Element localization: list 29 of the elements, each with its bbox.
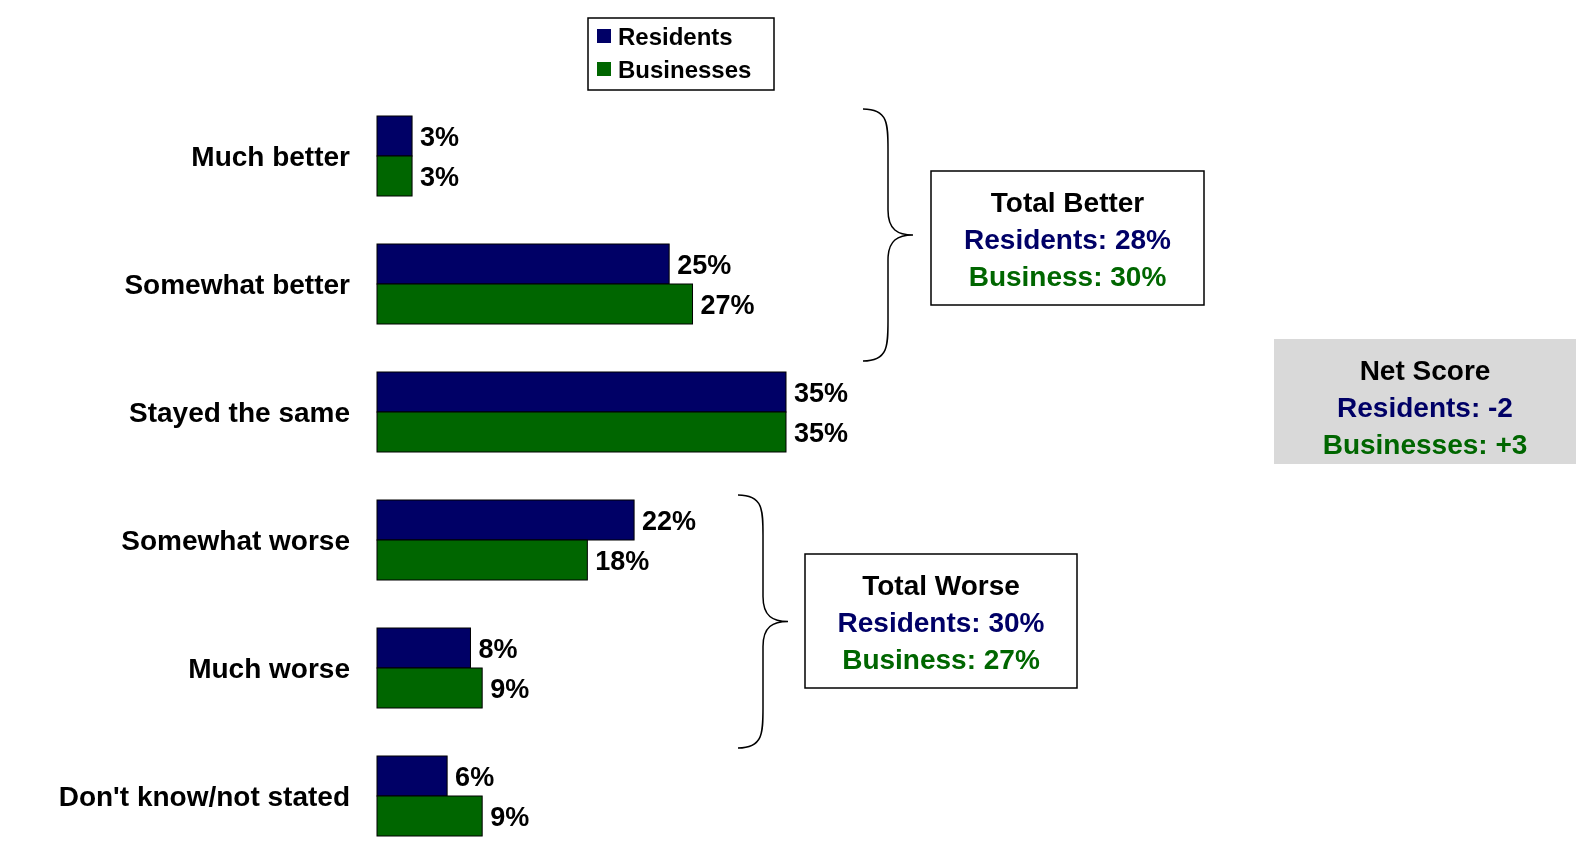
data-label: 25%: [677, 250, 732, 280]
text: Total Better: [990, 187, 1145, 218]
y-tick-label: Don't know/not stated: [58, 781, 350, 812]
data-label: 6%: [455, 762, 495, 792]
text: Total Worse: [862, 570, 1020, 601]
text: Business: 30%: [968, 261, 1167, 292]
data-label: 18%: [595, 546, 650, 576]
legend-label: Residents: [618, 23, 733, 50]
data-label: 9%: [490, 802, 530, 832]
data-label: 35%: [794, 418, 849, 448]
data-label: 35%: [794, 378, 849, 408]
y-tick-label: Somewhat worse: [121, 525, 350, 556]
data-label: 22%: [642, 506, 697, 536]
text: Businesses: +3: [1322, 429, 1528, 460]
data-label: 9%: [490, 674, 530, 704]
y-tick-label: Somewhat better: [124, 269, 351, 300]
text: Net Score: [1359, 355, 1491, 386]
data-label: 3%: [420, 162, 460, 192]
data-label: 27%: [700, 290, 755, 320]
text: Residents: 28%: [964, 224, 1172, 255]
legend-label: Businesses: [618, 56, 752, 83]
data-label: 8%: [478, 634, 518, 664]
y-tick-label: Much better: [191, 141, 351, 172]
y-tick-label: Stayed the same: [129, 397, 350, 428]
text: Residents: 30%: [837, 607, 1045, 638]
text: Business: 27%: [842, 644, 1040, 675]
data-label: 3%: [420, 122, 460, 152]
y-tick-label: Much worse: [188, 653, 350, 684]
text: Residents: -2: [1337, 392, 1513, 423]
